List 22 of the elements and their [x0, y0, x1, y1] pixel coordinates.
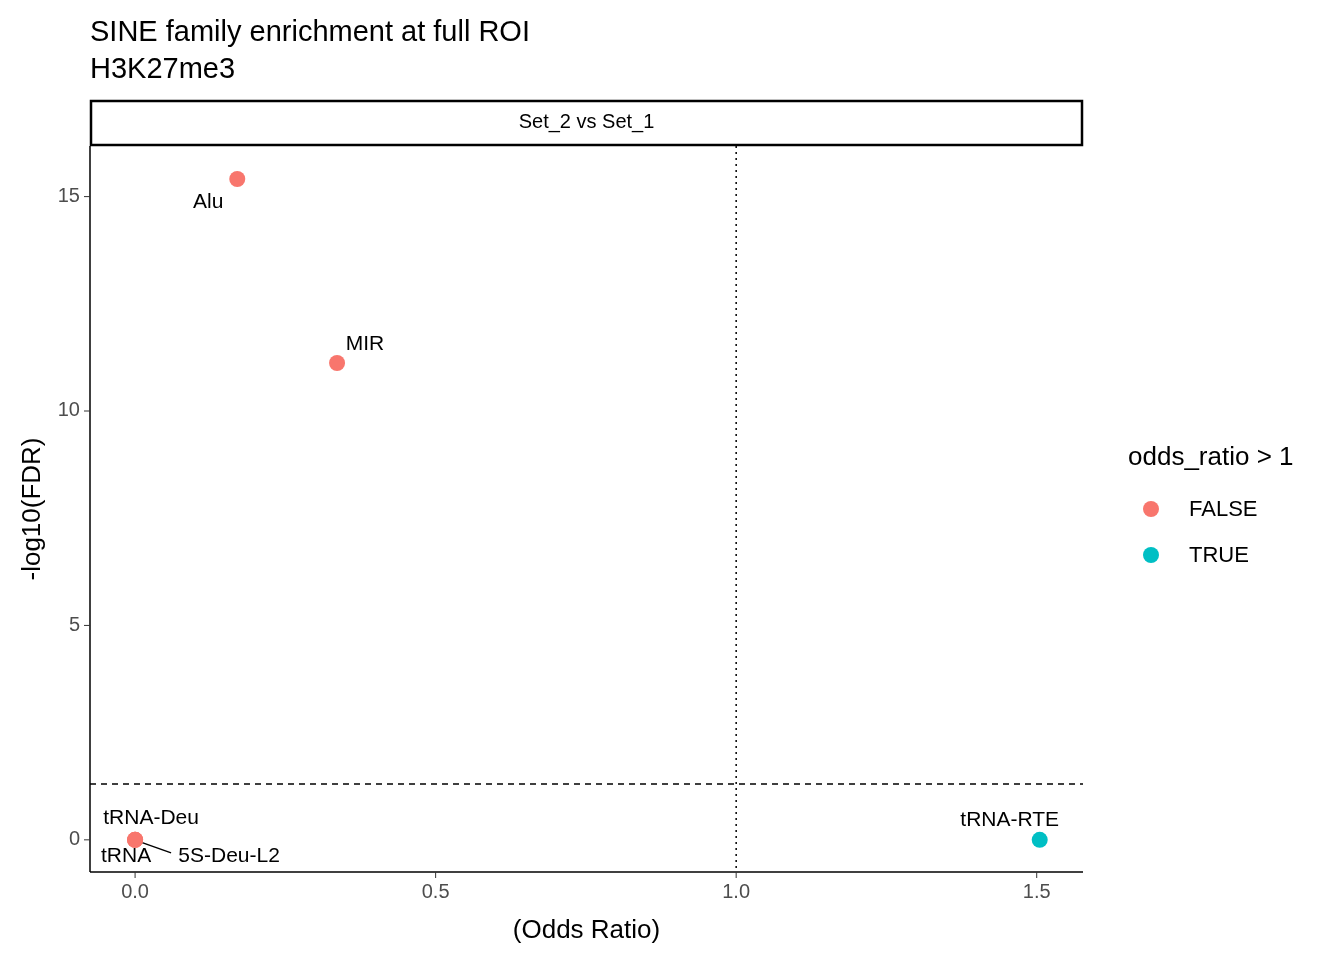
annotation: 5S-Deu-L2 — [178, 843, 280, 867]
x-axis-title: (Odds Ratio) — [512, 914, 661, 944]
y-tick-label: 5 — [68, 612, 80, 635]
text: Set_2 vs Set_1 — [518, 110, 655, 134]
y-tick-label: 15 — [57, 183, 80, 206]
x-tick-label: 1.0 — [722, 880, 751, 902]
annotation: tRNA-Deu — [103, 805, 199, 829]
legend-label: FALSE — [1189, 495, 1258, 521]
annotation: Alu — [193, 188, 224, 212]
x-tick-label: 0.5 — [421, 880, 450, 902]
legend-label: TRUE — [1189, 541, 1249, 567]
legend-title: odds_ratio > 1 — [1128, 440, 1294, 471]
x-tick-label: 1.5 — [1022, 880, 1051, 902]
x-tick-label: 0.0 — [121, 880, 149, 902]
annotation: tRNA-RTE — [960, 807, 1060, 831]
annotation: tRNA — [100, 843, 152, 867]
y-tick-label: 0 — [68, 827, 80, 850]
annotation: MIR — [345, 330, 385, 354]
chart-title: SINE family enrichment at full ROI — [90, 15, 530, 47]
y-axis-title: -log10(FDR) — [16, 437, 46, 581]
y-tick-label: 10 — [57, 398, 80, 421]
chart-subtitle: H3K27me3 — [90, 52, 236, 84]
